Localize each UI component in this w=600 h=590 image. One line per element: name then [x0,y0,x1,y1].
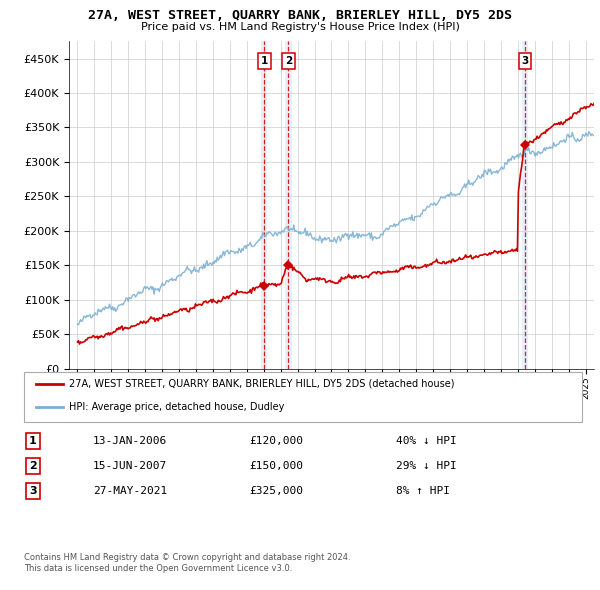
Text: £325,000: £325,000 [249,486,303,496]
Text: 15-JUN-2007: 15-JUN-2007 [93,461,167,471]
Text: 27A, WEST STREET, QUARRY BANK, BRIERLEY HILL, DY5 2DS: 27A, WEST STREET, QUARRY BANK, BRIERLEY … [88,9,512,22]
Bar [521,41,528,369]
Text: 29% ↓ HPI: 29% ↓ HPI [396,461,457,471]
Text: 8% ↑ HPI: 8% ↑ HPI [396,486,450,496]
Text: HPI: Average price, detached house, Dudley: HPI: Average price, detached house, Dudl… [69,402,284,412]
Bar [262,41,268,369]
Text: 13-JAN-2006: 13-JAN-2006 [93,437,167,446]
Text: 40% ↓ HPI: 40% ↓ HPI [396,437,457,446]
Text: 1: 1 [29,437,37,446]
Text: Price paid vs. HM Land Registry's House Price Index (HPI): Price paid vs. HM Land Registry's House … [140,22,460,32]
Text: 3: 3 [29,486,37,496]
Text: 27A, WEST STREET, QUARRY BANK, BRIERLEY HILL, DY5 2DS (detached house): 27A, WEST STREET, QUARRY BANK, BRIERLEY … [69,379,455,388]
Text: 27-MAY-2021: 27-MAY-2021 [93,486,167,496]
Text: 2: 2 [285,56,292,66]
Bar [286,41,292,369]
Text: £150,000: £150,000 [249,461,303,471]
Text: 2: 2 [29,461,37,471]
Text: This data is licensed under the Open Government Licence v3.0.: This data is licensed under the Open Gov… [24,565,292,573]
Text: 3: 3 [521,56,529,66]
Text: Contains HM Land Registry data © Crown copyright and database right 2024.: Contains HM Land Registry data © Crown c… [24,553,350,562]
Text: 1: 1 [261,56,268,66]
Text: £120,000: £120,000 [249,437,303,446]
